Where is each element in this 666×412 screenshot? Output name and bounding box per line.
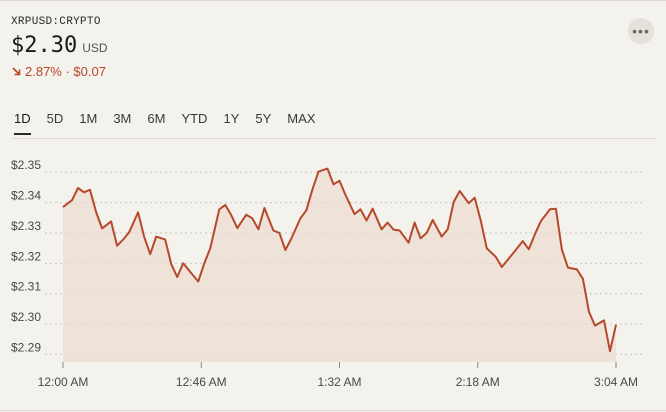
tab-6m[interactable]: 6M xyxy=(147,111,166,126)
y-tick-label: $2.34 xyxy=(11,189,41,203)
y-tick-label: $2.33 xyxy=(11,219,41,233)
currency-label: USD xyxy=(82,41,108,55)
current-price: $2.30 xyxy=(11,33,78,58)
top-border xyxy=(0,0,666,1)
y-tick-label: $2.31 xyxy=(11,280,41,294)
x-tick-label: 12:46 AM xyxy=(176,375,227,389)
x-tick-label: 1:32 AM xyxy=(317,375,361,389)
price-change: 2.87% · $0.07 xyxy=(11,64,106,79)
tab-1y[interactable]: 1Y xyxy=(223,111,240,126)
tabs-divider xyxy=(11,138,656,139)
tab-5d[interactable]: 5D xyxy=(46,111,64,126)
y-tick-label: $2.30 xyxy=(11,310,41,324)
x-tick-label: 2:18 AM xyxy=(456,375,500,389)
tab-1m[interactable]: 1M xyxy=(79,111,98,126)
more-dots-icon: ••• xyxy=(632,23,650,39)
tab-ytd[interactable]: YTD xyxy=(181,111,208,126)
more-options-button[interactable]: ••• xyxy=(628,18,654,44)
ticker-symbol: XRPUSD:CRYPTO xyxy=(11,16,101,28)
price-area-fill xyxy=(63,168,616,362)
y-axis-labels: $2.35 $2.34 $2.33 $2.32 $2.31 $2.30 $2.29 xyxy=(11,158,41,354)
tab-max[interactable]: MAX xyxy=(287,111,316,126)
tab-1d[interactable]: 1D xyxy=(6,108,39,135)
x-axis-labels: 12:00 AM 12:46 AM 1:32 AM 2:18 AM 3:04 AM xyxy=(38,362,638,389)
x-tick-label: 12:00 AM xyxy=(38,375,89,389)
arrow-down-right-icon xyxy=(11,66,22,77)
price-change-text: 2.87% · $0.07 xyxy=(25,64,106,79)
tab-5y[interactable]: 5Y xyxy=(255,111,272,126)
price-line xyxy=(62,167,617,353)
y-tick-label: $2.32 xyxy=(11,249,41,263)
price-chart: $2.35 $2.34 $2.33 $2.32 $2.31 $2.30 $2.29 12:0… xyxy=(11,158,645,389)
time-range-tabs: 1D 5D 1M 3M 6M YTD 1Y 5Y MAX xyxy=(6,108,323,135)
y-tick-label: $2.35 xyxy=(11,158,41,172)
x-tick-label: 3:04 AM xyxy=(594,375,638,389)
y-tick-label: $2.29 xyxy=(11,340,41,354)
price-row: $2.30 USD xyxy=(11,33,108,58)
bottom-border xyxy=(0,410,666,411)
tab-3m[interactable]: 3M xyxy=(113,111,132,126)
